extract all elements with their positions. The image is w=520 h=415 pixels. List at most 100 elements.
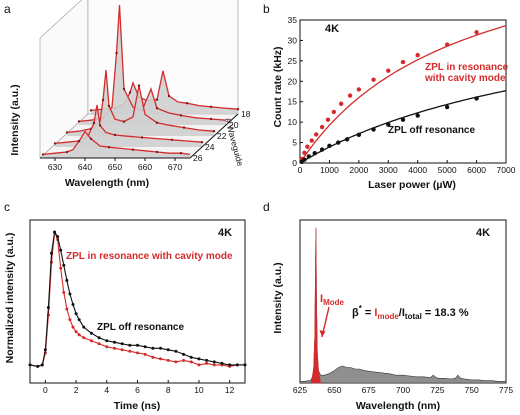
panel-a-ztick-label: 26: [193, 153, 203, 163]
panel-c-point-1: [50, 251, 53, 255]
panel-a-traces: [41, 4, 240, 158]
panel-b-point-0: [444, 42, 450, 47]
panel-b-point-0: [400, 59, 406, 65]
panel-b-point-0: [415, 52, 420, 58]
panel-b-point-0: [313, 132, 319, 137]
panel-d-xtick-label: 750: [465, 385, 479, 395]
panel-c-point-0: [71, 325, 75, 329]
panel-a-trace-point: [98, 124, 102, 127]
panel-d-plot: [299, 227, 507, 384]
panel-b-point-1: [319, 147, 325, 152]
panel-c-point-1: [28, 363, 32, 367]
panel-c-xtick-label: 2: [74, 385, 79, 395]
panel-c-xlabel: Time (ns): [114, 400, 160, 412]
panel-c-xtick-label: 4: [104, 385, 109, 395]
panel-a-trace-point: [128, 91, 132, 94]
panel-c-point-1: [112, 340, 116, 344]
panel-d-xtick-label: 725: [430, 385, 444, 395]
panel-b-xtick-label: 3000: [379, 165, 398, 175]
panel-c-point-1: [120, 342, 124, 346]
panel-b-red-label-line2: with cavity mode: [424, 73, 506, 84]
panel-d-peak-label: IMode: [320, 293, 345, 307]
panel-c-point-1: [105, 339, 109, 343]
panel-c-point-0: [112, 346, 116, 350]
panel-a-ztick-label: 20: [229, 120, 239, 130]
panel-c-point-1: [77, 318, 81, 322]
panel-a-trace-point: [122, 87, 126, 91]
panel-a-ztick-label: 18: [241, 109, 251, 119]
panel-b-point-1: [336, 140, 341, 145]
panel-a-trace-point: [167, 94, 171, 98]
panel-a-z-axis: [189, 113, 239, 159]
panel-c-point-1: [205, 358, 209, 362]
panel-c-point-1: [243, 363, 247, 367]
panel-c-point-0: [159, 357, 163, 361]
panel-a-trace-point: [212, 130, 216, 133]
panel-a-xtick-label: 670: [168, 162, 182, 172]
panel-c-black-label: ZPL off resonance: [97, 322, 184, 333]
panel-c-point-1: [74, 312, 78, 316]
panel-label-b: b: [263, 2, 270, 16]
panel-b-xtick-label: 1000: [320, 165, 339, 175]
panel-a-trace-point: [115, 51, 118, 55]
panel-c-point-1: [59, 248, 63, 252]
panel-c-point-0: [68, 318, 72, 322]
panel-c-point-0: [136, 351, 139, 355]
panel-a-ztick-label: 22: [217, 131, 227, 141]
panel-b-point-1: [415, 113, 420, 118]
panel-d-xtick-label: 650: [327, 385, 341, 395]
panel-c-point-0: [166, 358, 170, 362]
panel-a-xlabel: Wavelength (nm): [65, 177, 149, 189]
panel-a-trace-point: [170, 138, 174, 141]
panel-c-point-1: [53, 230, 57, 234]
panel-c-point-1: [220, 361, 224, 365]
panel-a-trace-point: [179, 114, 183, 117]
panel-b-plot: [299, 25, 507, 164]
panel-b-axes: 0 1000 2000 3000 4000 5000 6000 7000 0 5 10 15 20 25 3…: [288, 15, 516, 175]
panel-b-point-1: [400, 117, 406, 122]
panel-b-xtick-label: 7000: [497, 165, 516, 175]
panel-c-point-1: [62, 263, 66, 267]
panel-b-xtick-label: 2000: [349, 165, 368, 175]
panel-c-point-1: [97, 336, 101, 340]
panel-b-point-1: [344, 137, 350, 142]
panel-label-a: a: [4, 2, 11, 16]
panel-b-point-0: [305, 144, 310, 149]
panel-c-point-0: [59, 266, 63, 270]
panel-c-point-1: [65, 278, 69, 282]
panel-a-trace-point: [236, 108, 240, 111]
panel-c-point-0: [212, 363, 216, 367]
panel-a-ylabel: Intensity (a.u.): [9, 84, 21, 155]
panel-c-point-1: [166, 348, 170, 352]
panel-d-spectrum: 625 650 675 700 725 750 775 4K IMode β* = Imod…: [272, 219, 513, 412]
panel-c-point-0: [197, 363, 201, 367]
panel-a-ztick-label: 24: [205, 142, 215, 152]
panel-b-point-1: [312, 150, 317, 156]
panel-b-point-0: [331, 109, 337, 115]
panel-a-trace-point: [155, 121, 159, 125]
panel-d-peak-arrowhead: [319, 330, 326, 337]
panel-a-xtick-label: 650: [108, 162, 122, 172]
panel-d-mode-peak: [310, 227, 321, 384]
panel-a-trace-point: [200, 141, 204, 144]
panel-c-point-1: [43, 348, 47, 352]
panel-c-point-0: [82, 336, 86, 340]
panel-a-zlabel: # Waveguide: [223, 117, 245, 167]
panel-c-point-1: [82, 325, 86, 329]
panel-a-trace-point: [185, 102, 189, 105]
panel-a-trace-point: [77, 120, 81, 123]
panel-b-frame: [299, 19, 507, 164]
panel-c-point-0: [143, 352, 147, 356]
panel-b-saturation: 0 1000 2000 3000 4000 5000 6000 7000 0 5 10 15 20 25 3…: [272, 15, 516, 191]
panel-b-ytick-label: 30: [288, 35, 298, 45]
panel-c-point-0: [62, 290, 66, 294]
panel-c-red-label: ZPL in resonance with cavity mode: [66, 251, 233, 262]
panel-b-ylabel: Count rate (kHz): [272, 46, 284, 127]
panel-c-point-1: [197, 357, 201, 361]
panel-a-trace-fill: [67, 70, 214, 136]
panel-a-xtick-label: 660: [138, 162, 152, 172]
panel-label-d: d: [263, 200, 270, 214]
panel-a-xtick-label: 640: [78, 162, 92, 172]
panel-a-trace-point: [182, 126, 186, 129]
panel-c-xtick-label: 10: [194, 385, 204, 395]
